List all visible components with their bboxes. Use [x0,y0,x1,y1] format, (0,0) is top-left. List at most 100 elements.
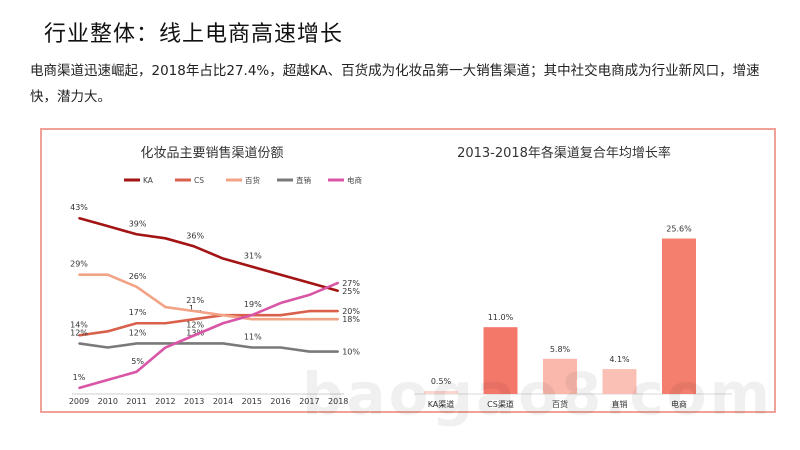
bar-category-label-4: 电商 [671,399,687,409]
bar-1 [483,327,518,394]
legend-label-2: 百货 [245,175,260,185]
data-label-2-2: 26% [129,272,147,281]
chart-panel: 化妆品主要销售渠道份额 2013-2018年各渠道复合年均增长率 KA CS 百货直… [40,128,776,428]
series-point-2-3 [164,306,167,308]
data-label-2-4: 21% [186,296,204,305]
series-point-1-1 [106,330,109,333]
bar-value-label-0: 0.5% [431,377,452,386]
series-point-3-8 [308,350,311,353]
data-label-0-9: 25% [342,287,360,296]
bar-chart: 0.5% KA渠道 11.0% CS渠道 5.8% 百货 4.1% 直销 25.6% 电商 [414,225,732,409]
bar-value-label-1: 11.0% [488,313,514,322]
series-point-2-0 [78,273,80,276]
series-point-3-0 [78,342,80,345]
series-point-3-9 [337,350,340,353]
legend-label-4: 电商 [347,175,362,185]
bar-category-label-2: 百货 [552,399,568,409]
page-title: 行业整体：线上电商高速增长 [44,22,344,47]
bar-4 [662,238,696,394]
series-point-0-2 [135,233,138,236]
series-point-0-1 [106,225,109,228]
line-x-tick-0: 2009 [69,397,89,406]
bar-category-label-3: 直销 [612,399,628,409]
series-point-4-7 [279,302,282,304]
series-point-3-3 [164,342,167,345]
series-line-0 [78,216,339,293]
series-point-1-8 [308,310,311,313]
series-point-4-8 [308,294,311,296]
data-label-3-9: 10% [342,348,360,357]
bar-value-label-4: 25.6% [666,225,692,234]
series-point-3-6 [250,346,253,349]
series-point-1-9 [337,310,340,313]
data-label-2-0: 29% [70,260,88,269]
series-point-0-5 [222,257,224,260]
line-x-tick-2: 2011 [126,397,146,406]
legend-label-0: KA [143,176,154,185]
series-point-1-2 [135,322,138,325]
data-label-1-0: 14% [70,320,88,329]
data-label-4-6: 19% [244,300,262,309]
line-x-tick-5: 2014 [213,397,233,406]
data-label-3-2: 12% [129,328,147,337]
series-point-0-9 [337,289,340,292]
line-x-tick-6: 2015 [242,397,262,406]
series-point-4-5 [222,322,224,325]
series-point-0-3 [164,237,167,240]
series-point-0-4 [193,245,196,248]
series-point-2-9 [337,318,340,321]
series-point-4-1 [106,378,109,381]
series-point-0-7 [279,273,282,276]
series-point-2-7 [279,318,282,321]
series-point-3-4 [193,342,196,345]
series-point-3-7 [279,346,282,349]
data-label-3-4: 13% [186,328,204,337]
page-description: 电商渠道迅速崛起，2018年占比27.4%，超越KA、百货成为化妆品第一大销售渠… [30,63,760,105]
series-line-2 [79,273,339,321]
series-line-3 [78,342,339,353]
series-point-2-8 [308,318,311,321]
series-line-1 [78,309,339,337]
data-label-4-2: 5% [131,357,144,366]
data-label-4-9: 27% [342,279,360,288]
series-point-0-6 [250,265,253,268]
line-x-tick-4: 2013 [184,397,204,406]
bar-2 [543,358,577,394]
series-point-2-4 [193,310,196,313]
bar-chart-title: 2013-2018年各渠道复合年均增长率 [457,145,671,161]
bar-3 [602,369,637,394]
data-label-2-9: 18% [342,315,360,324]
bar-category-label-0: KA渠道 [428,399,455,409]
bar-value-label-2: 5.8% [550,345,571,354]
data-label-0-2: 39% [129,219,147,228]
bar-category-label-1: CS渠道 [487,399,514,409]
series-point-4-4 [193,334,196,337]
series-point-3-5 [222,342,224,345]
series-point-1-3 [164,322,167,325]
line-chart-title: 化妆品主要销售渠道份额 [140,145,283,161]
series-point-4-3 [164,346,167,349]
bar-value-label-3: 4.1% [609,355,630,364]
series-point-1-7 [279,314,282,317]
series-point-2-5 [222,314,224,317]
legend-label-3: 直销 [296,175,311,185]
series-point-4-9 [337,281,340,284]
data-label-1-4: 1... [189,304,202,313]
data-label-4-4: 12% [186,320,204,329]
line-x-tick-3: 2012 [155,397,175,406]
series-point-0-0 [78,217,80,219]
data-label-0-6: 31% [244,252,262,261]
legend-label-1: CS [194,176,204,185]
line-x-tick-1: 2010 [98,397,118,406]
data-label-1-9: 20% [342,307,360,316]
line-x-tick-9: 2018 [328,397,348,406]
series-point-4-2 [135,370,138,373]
series-point-2-6 [250,318,253,321]
line-legend: KA CS 百货 直销 电商 [124,175,362,185]
data-label-3-6: 11% [244,333,262,342]
series-point-2-1 [106,273,109,276]
data-label-0-4: 36% [186,231,204,240]
data-label-1-2: 17% [129,308,147,317]
series-line-4 [78,281,339,390]
series-point-4-0 [78,387,80,389]
